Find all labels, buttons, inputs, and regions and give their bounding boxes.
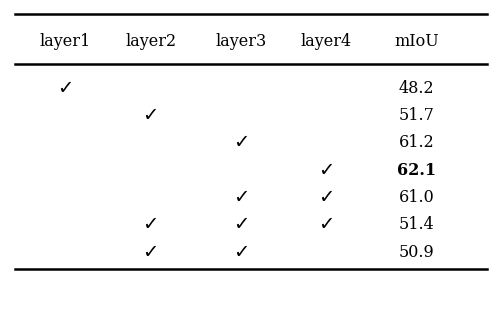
Text: 61.0: 61.0 [398,189,434,206]
Text: ✓: ✓ [318,188,334,207]
Text: 61.2: 61.2 [398,135,434,151]
Text: ✓: ✓ [57,79,73,98]
Text: 50.9: 50.9 [398,244,434,260]
Text: layer3: layer3 [215,33,266,50]
Text: ✓: ✓ [318,215,334,234]
Text: 62.1: 62.1 [396,162,435,179]
Text: ✓: ✓ [142,215,158,234]
Text: layer4: layer4 [300,33,351,50]
Text: layer1: layer1 [40,33,91,50]
Text: ✓: ✓ [232,133,248,153]
Text: ✓: ✓ [232,242,248,262]
Text: 51.7: 51.7 [398,107,434,124]
Text: mIoU: mIoU [393,33,438,50]
Text: 51.4: 51.4 [398,216,434,233]
Text: ✓: ✓ [232,215,248,234]
Text: ✓: ✓ [142,106,158,125]
Text: ✓: ✓ [142,242,158,262]
Text: ✓: ✓ [318,161,334,180]
Text: 48.2: 48.2 [398,80,433,97]
Text: layer2: layer2 [125,33,176,50]
Text: ✓: ✓ [232,188,248,207]
